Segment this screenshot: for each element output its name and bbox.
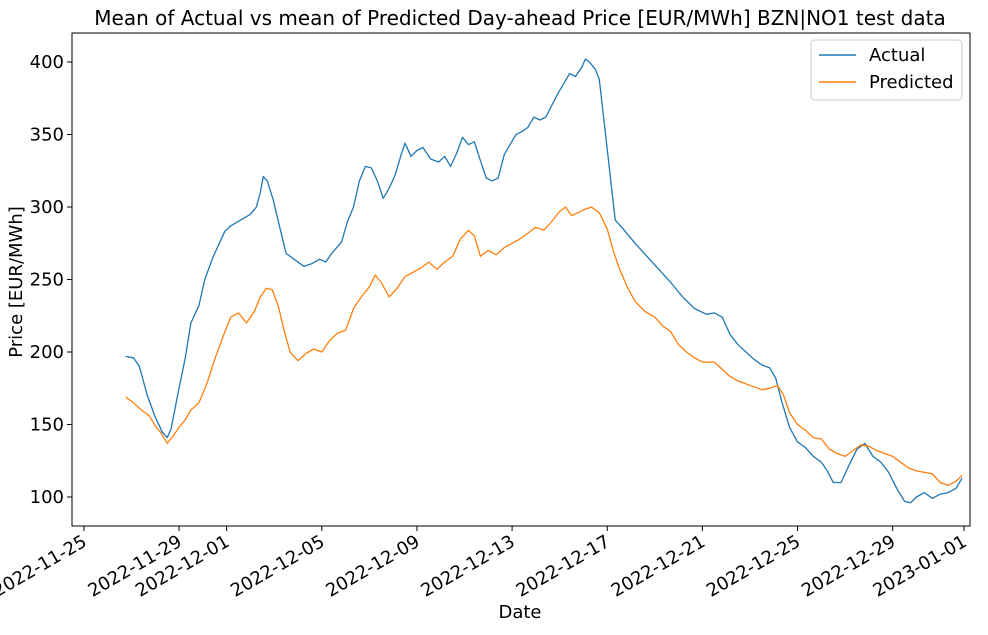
legend-label-actual: Actual [869,45,925,66]
x-tick-label: 2022-12-21 [608,531,709,601]
y-tick-label: 150 [30,415,64,436]
x-tick-label: 2022-11-25 [0,531,90,601]
series-line-actual [125,58,963,504]
x-tick-label: 2022-12-09 [322,531,423,601]
y-tick-label: 250 [30,270,64,291]
legend: Actual Predicted [810,39,963,101]
y-axis-label: Price [EUR/MWh] [6,206,27,358]
y-axis: 100 150 200 250 300 350 400 [30,52,72,508]
legend-label-predicted: Predicted [869,72,954,93]
chart-title: Mean of Actual vs mean of Predicted Day-… [94,6,945,30]
y-tick-label: 300 [30,197,64,218]
y-tick-label: 200 [30,342,64,363]
plot-frame [71,32,971,527]
y-tick-label: 100 [30,487,64,508]
y-tick-label: 350 [30,125,64,146]
x-tick-label: 2022-12-05 [227,531,328,601]
x-tick-label: 2022-12-17 [513,531,614,601]
series-layer [125,58,963,504]
x-axis: 2022-11-252022-11-292022-12-012022-12-05… [0,526,971,602]
x-tick-label: 2022-12-13 [417,531,518,601]
x-tick-label: 2022-12-25 [703,531,804,601]
y-tick-label: 400 [30,52,64,73]
x-axis-label: Date [498,602,541,623]
series-line-predicted [125,206,963,487]
